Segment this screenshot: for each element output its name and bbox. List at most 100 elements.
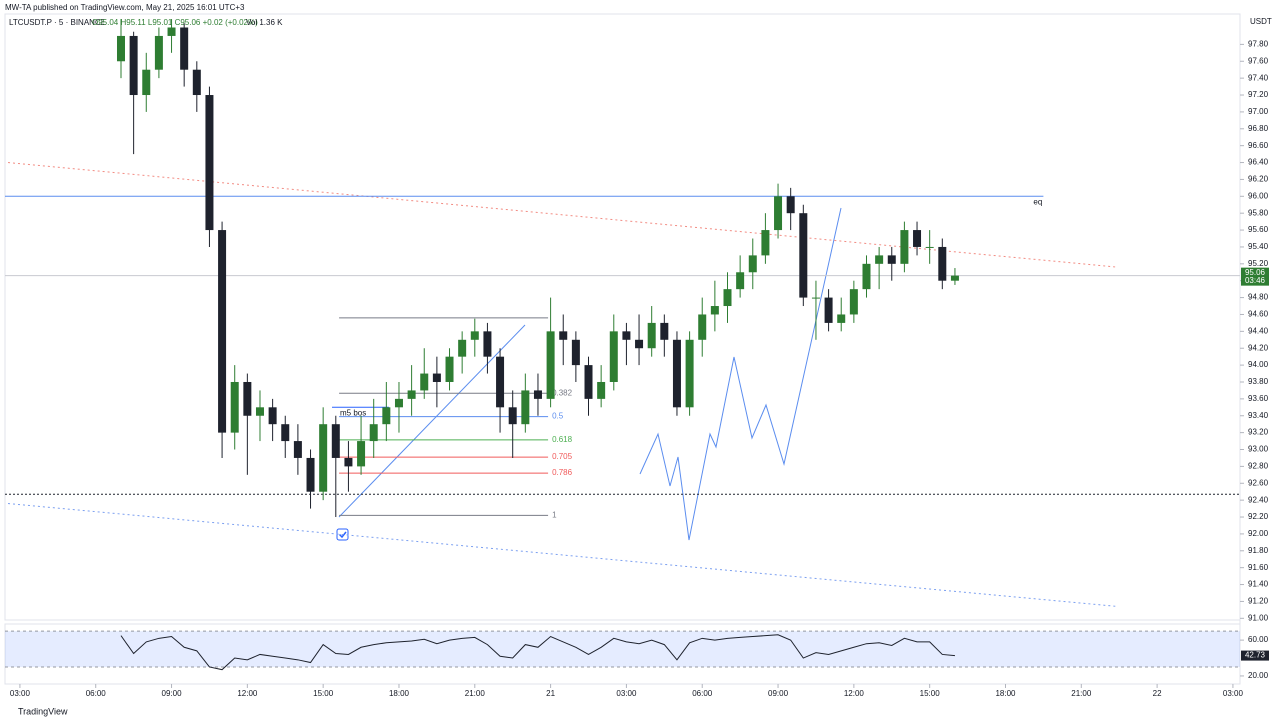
x-tick-label: 15:00: [313, 689, 334, 698]
candle-body: [811, 297, 820, 299]
y-tick-label: 93.00: [1248, 445, 1269, 454]
y-tick-label: 95.60: [1248, 225, 1269, 234]
y-tick-label: 92.20: [1248, 512, 1269, 521]
candle-body: [483, 331, 492, 357]
y-tick-label: 96.60: [1248, 141, 1269, 150]
candle-body: [723, 289, 732, 307]
trendline: [7, 162, 1118, 268]
candle-body: [672, 339, 681, 408]
candle-body: [786, 196, 795, 214]
x-tick-label: 03:00: [1223, 689, 1244, 698]
candle-body: [849, 289, 858, 315]
candle-body: [420, 373, 429, 391]
candle-body: [559, 331, 568, 340]
candle-body: [584, 365, 593, 399]
candle-body: [445, 356, 454, 382]
candle-body: [508, 407, 517, 425]
candle-body: [142, 69, 151, 96]
brand: TradingView: [18, 706, 68, 716]
candle-body: [180, 27, 189, 70]
x-tick-label: 15:00: [920, 689, 941, 698]
y-tick-label: 92.40: [1248, 495, 1269, 504]
x-tick-label: 09:00: [162, 689, 183, 698]
candle-body: [748, 255, 757, 273]
candle-body: [394, 398, 403, 408]
rsi-tag-label: 42.73: [1245, 651, 1266, 660]
candle-body: [369, 424, 378, 442]
candle-body: [635, 339, 644, 349]
x-tick-label: 21:00: [465, 689, 486, 698]
candle-body: [306, 457, 315, 492]
candle-body: [761, 230, 770, 256]
symbol: LTCUSDT.P · 5 · BINANCE: [9, 18, 106, 27]
y-tick-label: 95.20: [1248, 259, 1269, 268]
candle-body: [774, 196, 783, 231]
level-label: eq: [1033, 197, 1042, 206]
fib-label: 0.382: [552, 388, 573, 397]
trendline: [7, 503, 1118, 607]
y-tick-label: 93.80: [1248, 377, 1269, 386]
candle-body: [736, 272, 745, 290]
y-tick-label: 93.20: [1248, 428, 1269, 437]
candle-body: [824, 297, 833, 323]
fib-label: 0.618: [552, 435, 573, 444]
publisher: MW-TA published on TradingView.com, May …: [5, 3, 245, 12]
candle-body: [938, 246, 947, 281]
candle-body: [382, 407, 391, 425]
candle-body: [875, 255, 884, 264]
candle-body: [458, 339, 467, 357]
candle-body: [521, 390, 530, 425]
candle-body: [205, 95, 214, 231]
check-mark: [338, 531, 347, 539]
x-tick-label: 21: [546, 689, 555, 698]
y-tick-label: 96.40: [1248, 158, 1269, 167]
candle-body: [344, 457, 353, 467]
currency: USDT: [1250, 17, 1272, 26]
candle-body: [432, 373, 441, 382]
y-tick-label: 92.60: [1248, 478, 1269, 487]
y-tick-label: 91.00: [1248, 613, 1269, 622]
candle-body: [546, 331, 555, 399]
rsi-tag: [1241, 650, 1269, 661]
x-tick-label: 21:00: [1071, 689, 1092, 698]
fib-label: 0.786: [552, 468, 573, 477]
candle-body: [243, 381, 252, 416]
candle-body: [496, 356, 505, 408]
rsi-line: [120, 634, 955, 671]
volume: Vol 1.36 K: [246, 18, 283, 27]
bos-label: m5 bos: [340, 408, 366, 417]
candle-body: [154, 35, 163, 70]
y-tick-label: 93.40: [1248, 411, 1269, 420]
candle-body: [533, 390, 542, 399]
candle-body: [255, 407, 264, 416]
plot: eq 0.382 0.5 0.618 0.705 0.786 1 m5 bos: [5, 19, 1240, 607]
candle-body: [218, 230, 227, 433]
candle-body: [913, 230, 922, 247]
candle-body: [685, 339, 694, 408]
price-tag: [1241, 267, 1269, 286]
candle-body: [129, 35, 138, 96]
projection-path: [639, 207, 842, 541]
candle-body: [357, 441, 366, 467]
rsi-tick-label: 20.00: [1248, 671, 1269, 680]
candle-body: [407, 390, 416, 399]
y-tick-label: 97.60: [1248, 56, 1269, 65]
y-tick-label: 91.20: [1248, 597, 1269, 606]
y-tick-label: 91.60: [1248, 563, 1269, 572]
candle-body: [799, 213, 808, 298]
y-tick-label: 96.20: [1248, 175, 1269, 184]
candle-body: [331, 424, 340, 458]
candle-body: [887, 255, 896, 264]
y-tick-label: 92.80: [1248, 461, 1269, 470]
candle-body: [950, 275, 959, 281]
candle-body: [319, 424, 328, 492]
y-tick-label: 97.40: [1248, 73, 1269, 82]
candle-body: [597, 381, 606, 399]
countdown: 03:46: [1245, 276, 1266, 285]
price-tag-label: 95.06: [1245, 268, 1266, 277]
candle-body: [571, 339, 580, 366]
candle-body: [925, 246, 934, 248]
y-tick-label: 93.60: [1248, 394, 1269, 403]
